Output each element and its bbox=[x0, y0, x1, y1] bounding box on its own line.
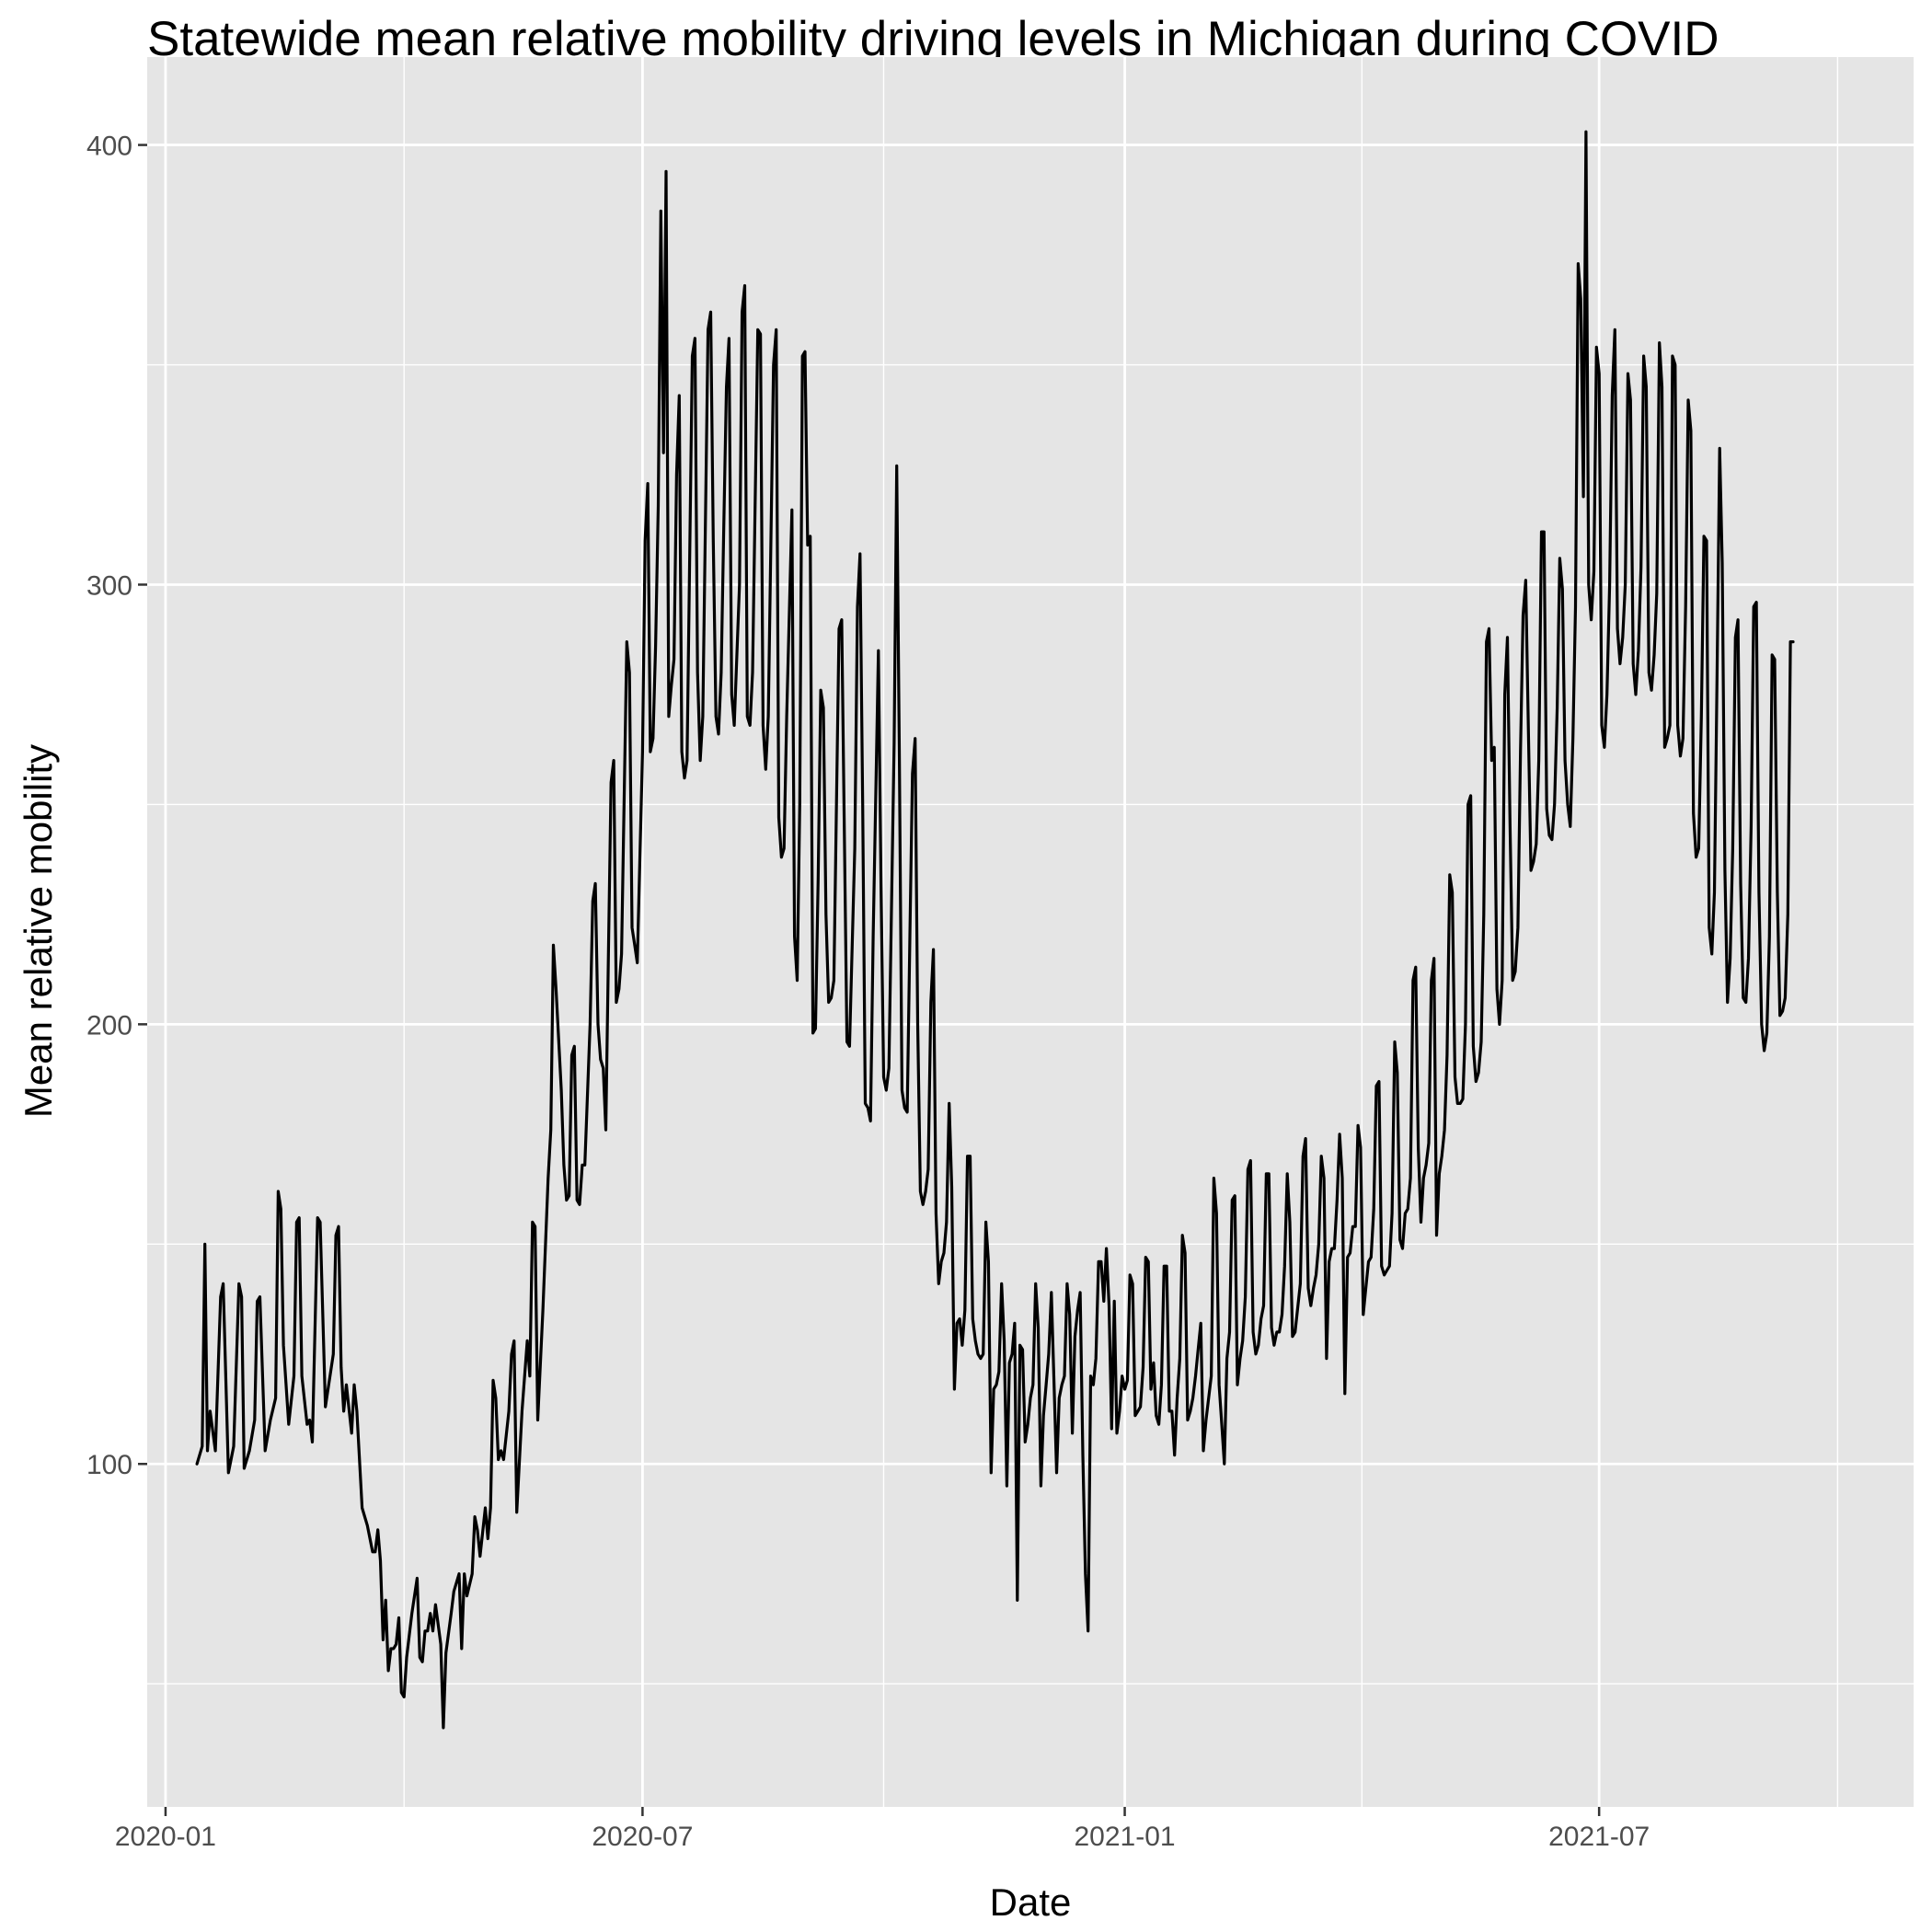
major-gridlines bbox=[147, 57, 1914, 1807]
series-line bbox=[195, 130, 1795, 1730]
y-axis: 100 200 300 400 bbox=[86, 132, 147, 1480]
plot-panel bbox=[147, 57, 1914, 1807]
x-axis: 2020-01 2020-07 2021-01 2021-07 bbox=[115, 1807, 1650, 1852]
y-axis-title: Mean relative mobility bbox=[17, 744, 60, 1118]
x-axis-title: Date bbox=[990, 1880, 1072, 1924]
y-tick-label: 300 bbox=[86, 570, 132, 601]
y-tick-label: 400 bbox=[86, 132, 132, 162]
x-tick-label: 2020-07 bbox=[592, 1822, 693, 1852]
y-tick-label: 200 bbox=[86, 1010, 132, 1041]
x-tick-label: 2021-01 bbox=[1074, 1822, 1175, 1852]
y-tick-label: 100 bbox=[86, 1450, 132, 1480]
x-tick-label: 2021-07 bbox=[1548, 1822, 1650, 1852]
x-tick-label: 2020-01 bbox=[115, 1822, 216, 1852]
series-layer bbox=[195, 130, 1795, 1730]
